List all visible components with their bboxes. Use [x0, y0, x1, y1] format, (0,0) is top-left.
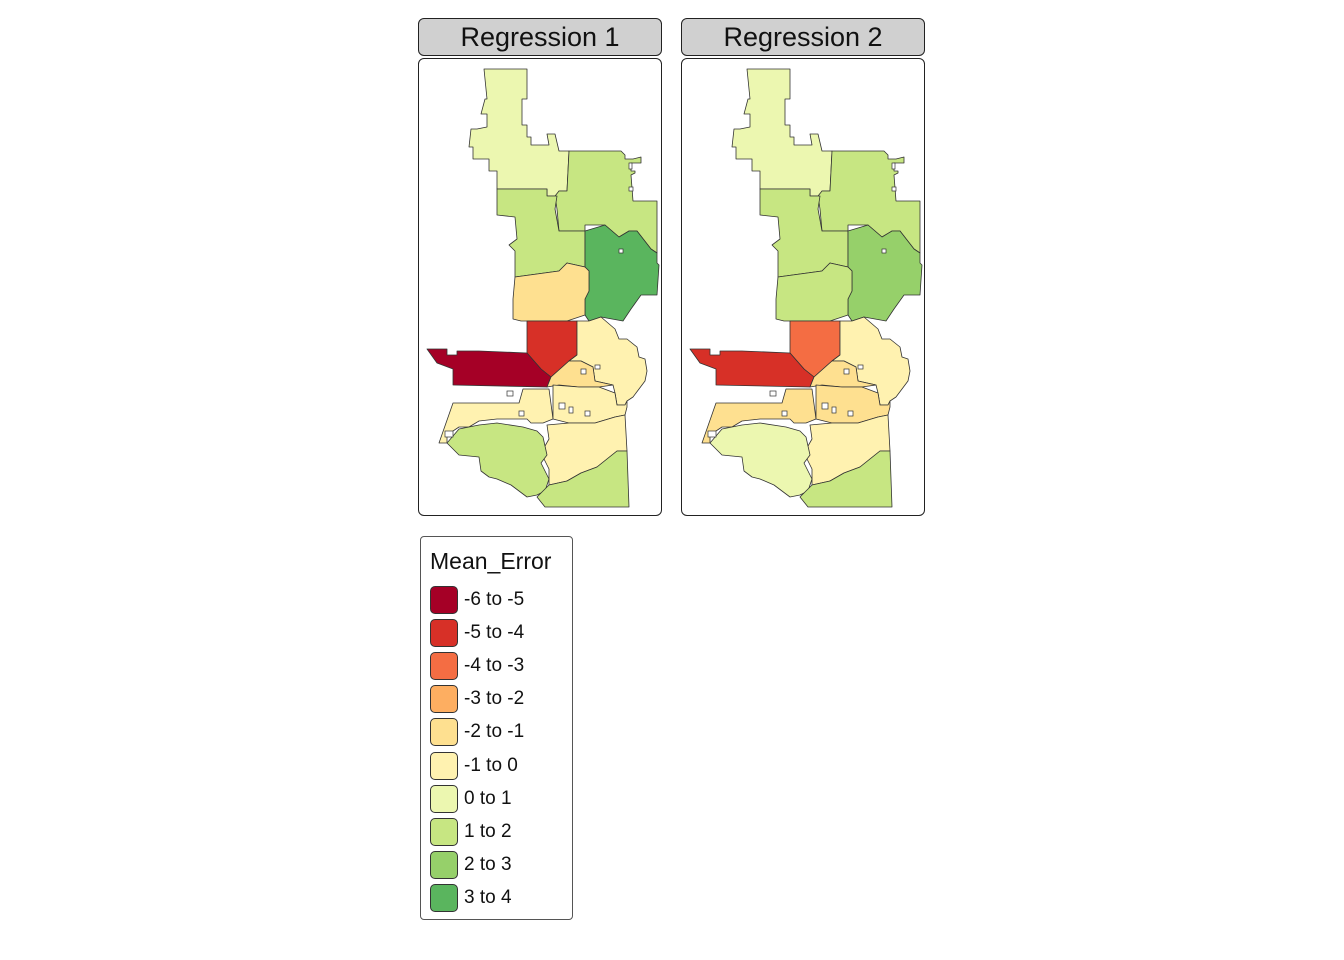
map-legend: Mean_Error -6 to -5 -5 to -4 -4 to -3 -3 to…	[420, 536, 573, 920]
enclave-hole	[628, 162, 633, 170]
legend-label: -2 to -1	[464, 721, 525, 743]
legend-item: -2 to -1	[430, 717, 524, 747]
legend-label: 1 to 2	[464, 820, 512, 842]
enclave-hole	[857, 364, 864, 370]
enclave-hole	[821, 402, 829, 410]
enclave-hole	[843, 368, 850, 375]
choropleth-map	[689, 68, 923, 508]
region-bottom	[799, 450, 893, 508]
enclave-hole	[628, 186, 634, 192]
enclave-hole	[769, 390, 777, 397]
legend-swatch	[430, 619, 458, 648]
enclave-hole	[881, 248, 887, 254]
legend-label: -3 to -2	[464, 688, 525, 710]
legend-label: 2 to 3	[464, 853, 512, 875]
enclave-hole	[568, 406, 574, 414]
enclave-hole	[891, 162, 896, 170]
legend-item: -1 to 0	[430, 751, 518, 781]
region-west	[426, 348, 552, 388]
legend-item: 0 to 1	[430, 784, 512, 814]
legend-item: -5 to -4	[430, 618, 524, 648]
region-mid-orange	[512, 262, 590, 322]
region-southwest	[438, 388, 554, 444]
legend-item: -6 to -5	[430, 585, 524, 615]
legend-item: 3 to 4	[430, 883, 512, 913]
region-north-right	[554, 150, 658, 254]
region-mid-orange	[775, 262, 853, 322]
panel-title-text: Regression 1	[460, 21, 620, 52]
region-north-right	[817, 150, 921, 254]
panel-title-regression-2: Regression 2	[681, 18, 925, 56]
legend-swatch	[430, 718, 458, 747]
enclave-hole	[580, 368, 587, 375]
legend-item: -4 to -3	[430, 651, 524, 681]
enclave-hole	[584, 410, 591, 417]
legend-swatch	[430, 817, 458, 846]
panel-title-regression-1: Regression 1	[418, 18, 662, 56]
enclave-hole	[781, 410, 788, 417]
map-panel-regression-1	[418, 58, 662, 516]
region-north-top	[731, 68, 833, 197]
map-panel-regression-2	[681, 58, 925, 516]
legend-label: -6 to -5	[464, 589, 525, 610]
legend-item: 2 to 3	[430, 850, 512, 880]
region-bottom	[536, 450, 630, 508]
enclave-hole	[847, 410, 854, 417]
legend-swatch	[430, 883, 458, 912]
enclave-hole	[506, 390, 514, 397]
legend-label: 3 to 4	[464, 886, 512, 908]
region-coast	[446, 422, 550, 498]
enclave-hole	[618, 248, 624, 254]
region-southwest	[701, 388, 817, 444]
legend-label: -1 to 0	[464, 754, 518, 776]
region-coast	[709, 422, 813, 498]
legend-swatch	[430, 850, 458, 879]
enclave-hole	[594, 364, 601, 370]
legend-swatch	[430, 784, 458, 813]
legend-swatch	[430, 751, 458, 780]
enclave-hole	[518, 410, 525, 417]
legend-swatch	[430, 685, 458, 714]
panel-title-text: Regression 2	[723, 21, 883, 52]
legend-label: 0 to 1	[464, 787, 512, 809]
legend-item: 1 to 2	[430, 817, 512, 847]
legend-swatch	[430, 652, 458, 681]
legend-item: -3 to -2	[430, 684, 524, 714]
region-north-top	[468, 68, 570, 197]
legend-title: Mean_Error	[430, 548, 552, 574]
region-west	[689, 348, 815, 388]
enclave-hole	[558, 402, 566, 410]
enclave-hole	[831, 406, 837, 414]
enclave-hole	[891, 186, 897, 192]
enclave-hole	[444, 430, 454, 438]
legend-label: -4 to -3	[464, 655, 525, 677]
legend-label: -5 to -4	[464, 622, 525, 644]
choropleth-map	[426, 68, 660, 508]
legend-swatch	[430, 586, 458, 614]
enclave-hole	[707, 430, 717, 438]
